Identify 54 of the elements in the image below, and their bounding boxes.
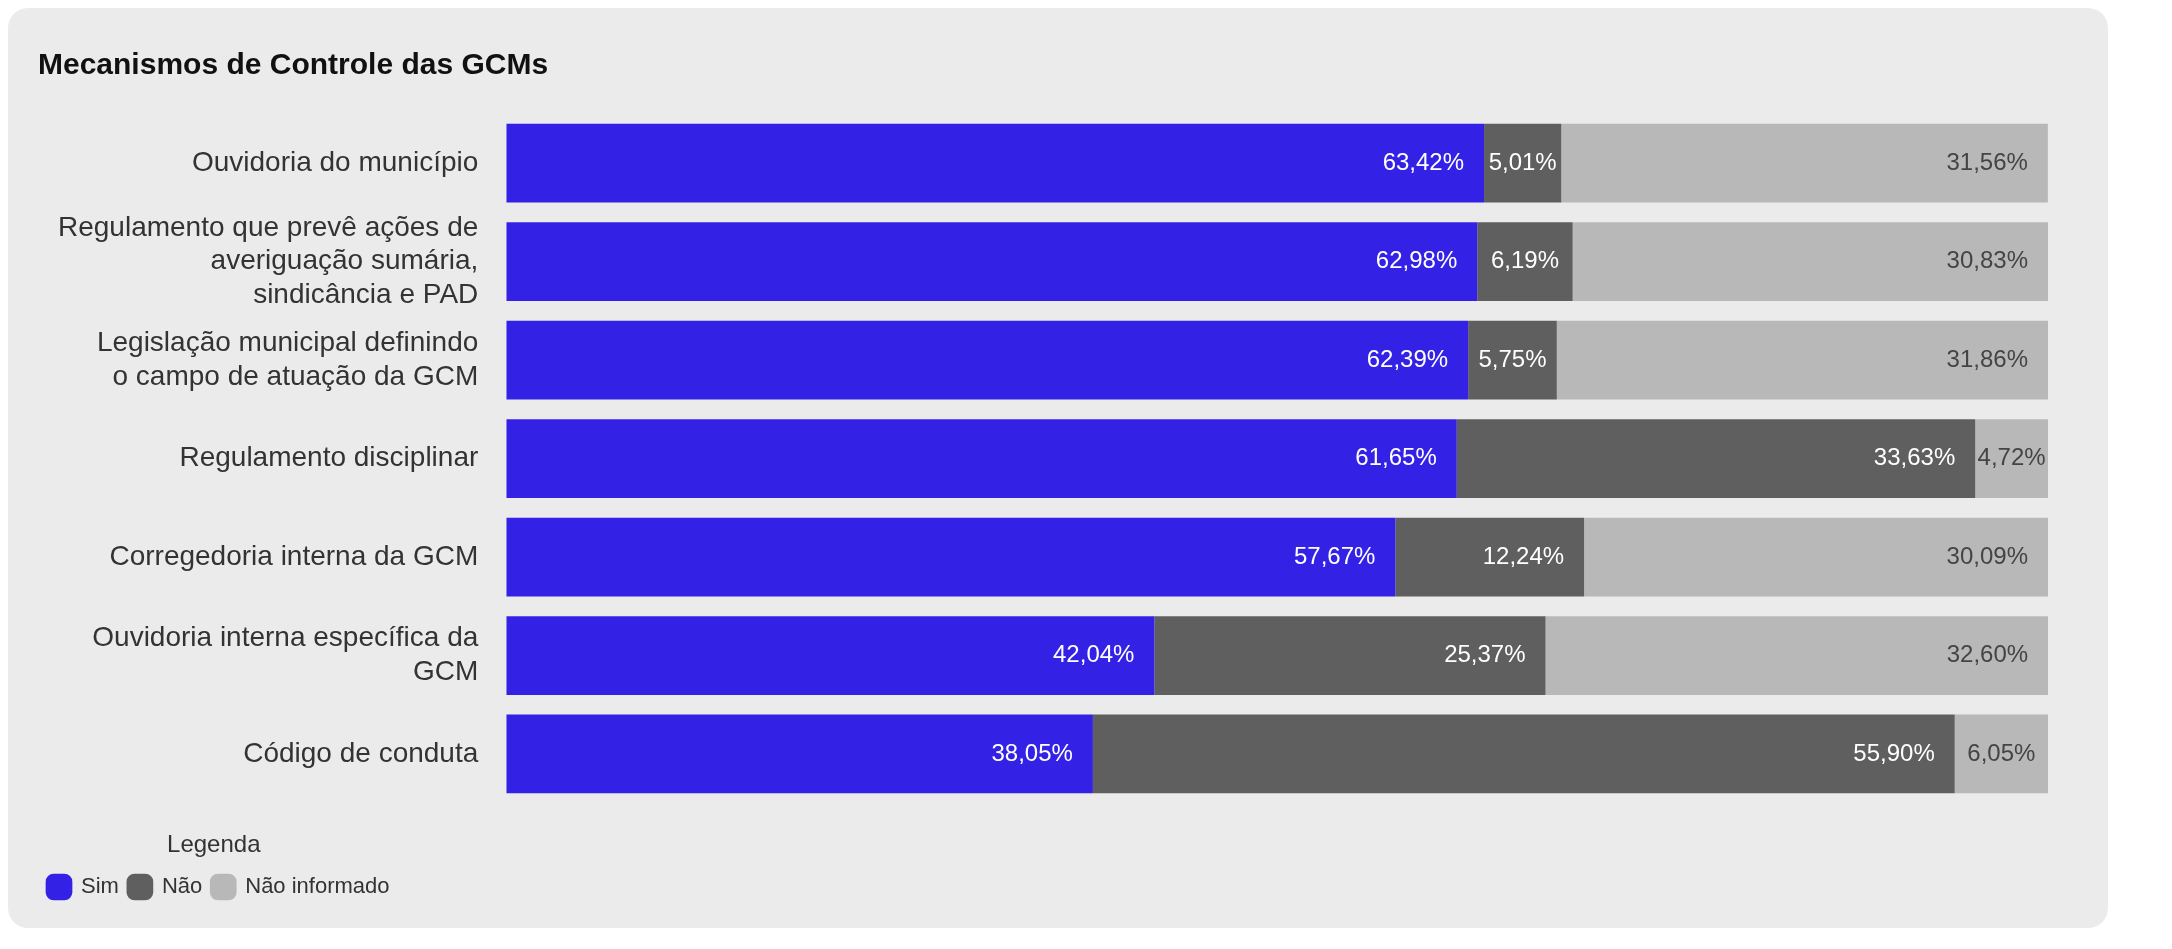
data-label: 31,56% <box>1946 147 2028 175</box>
y-tick-label: Regulamento que prevê ações de averiguação sumária, sindicância e PAD <box>57 210 479 309</box>
y-tick-label: Legislação municipal definindo o campo de atuação da GCM <box>96 326 479 391</box>
data-label: 12,24% <box>1482 541 1565 569</box>
data-label: 6,05% <box>1967 738 2036 766</box>
bar <box>506 616 1155 695</box>
data-label: 30,09% <box>1946 541 2028 569</box>
data-label: 31,86% <box>1946 344 2028 372</box>
data-label: 4,72% <box>1977 443 2046 471</box>
bar <box>1584 517 2048 597</box>
bar <box>506 320 1469 400</box>
data-label: 33,63% <box>1873 443 1956 471</box>
data-label: 6,19% <box>1490 246 1560 274</box>
y-tick-label: Ouvidoria do município <box>191 145 479 177</box>
y-tick-label: Regulamento disciplinar <box>179 441 479 473</box>
bar <box>506 419 1457 498</box>
y-tick-label: Corregedoria interna da GCM <box>109 539 479 571</box>
data-label: 25,37% <box>1444 640 1526 668</box>
y-tick-label: Ouvidoria interna específica da GCM <box>92 621 479 687</box>
data-label: 38,05% <box>991 738 1073 766</box>
data-label: 30,83% <box>1946 246 2028 274</box>
bar <box>506 222 1478 302</box>
data-label: 62,98% <box>1375 246 1458 274</box>
bar <box>1092 714 1955 794</box>
bar <box>1395 517 1585 597</box>
chart-title: Mecanismos de Controle das GCMs <box>38 47 549 81</box>
legend-title: Legenda <box>167 829 262 857</box>
bar <box>1456 419 1976 498</box>
legend-label: Sim <box>81 873 119 899</box>
bar <box>1545 616 2048 695</box>
bar <box>1556 320 2048 400</box>
data-label: 62,39% <box>1366 344 1449 372</box>
bar <box>506 714 1093 794</box>
bar <box>1468 320 1557 400</box>
bar <box>1954 714 2048 794</box>
data-label: 5,75% <box>1478 344 1547 372</box>
data-label: 57,67% <box>1293 541 1376 569</box>
data-label: 55,90% <box>1853 738 1935 766</box>
bar <box>1154 616 1546 695</box>
data-label: 61,65% <box>1355 443 1437 471</box>
bar <box>1572 222 2048 302</box>
y-tick-label: Código de conduta <box>243 736 479 768</box>
data-label: 32,60% <box>1946 640 2029 668</box>
data-label: 5,01% <box>1488 147 1557 175</box>
bar <box>1975 419 2048 498</box>
bar <box>1561 123 2048 203</box>
bar <box>506 123 1485 203</box>
data-label: 63,42% <box>1382 147 1465 175</box>
legend-label: Não informado <box>245 873 390 899</box>
bar <box>1477 222 1573 302</box>
data-label: 42,04% <box>1053 640 1135 668</box>
bar <box>1484 123 1562 203</box>
bar <box>506 517 1396 597</box>
legend-label: Não <box>161 873 203 899</box>
